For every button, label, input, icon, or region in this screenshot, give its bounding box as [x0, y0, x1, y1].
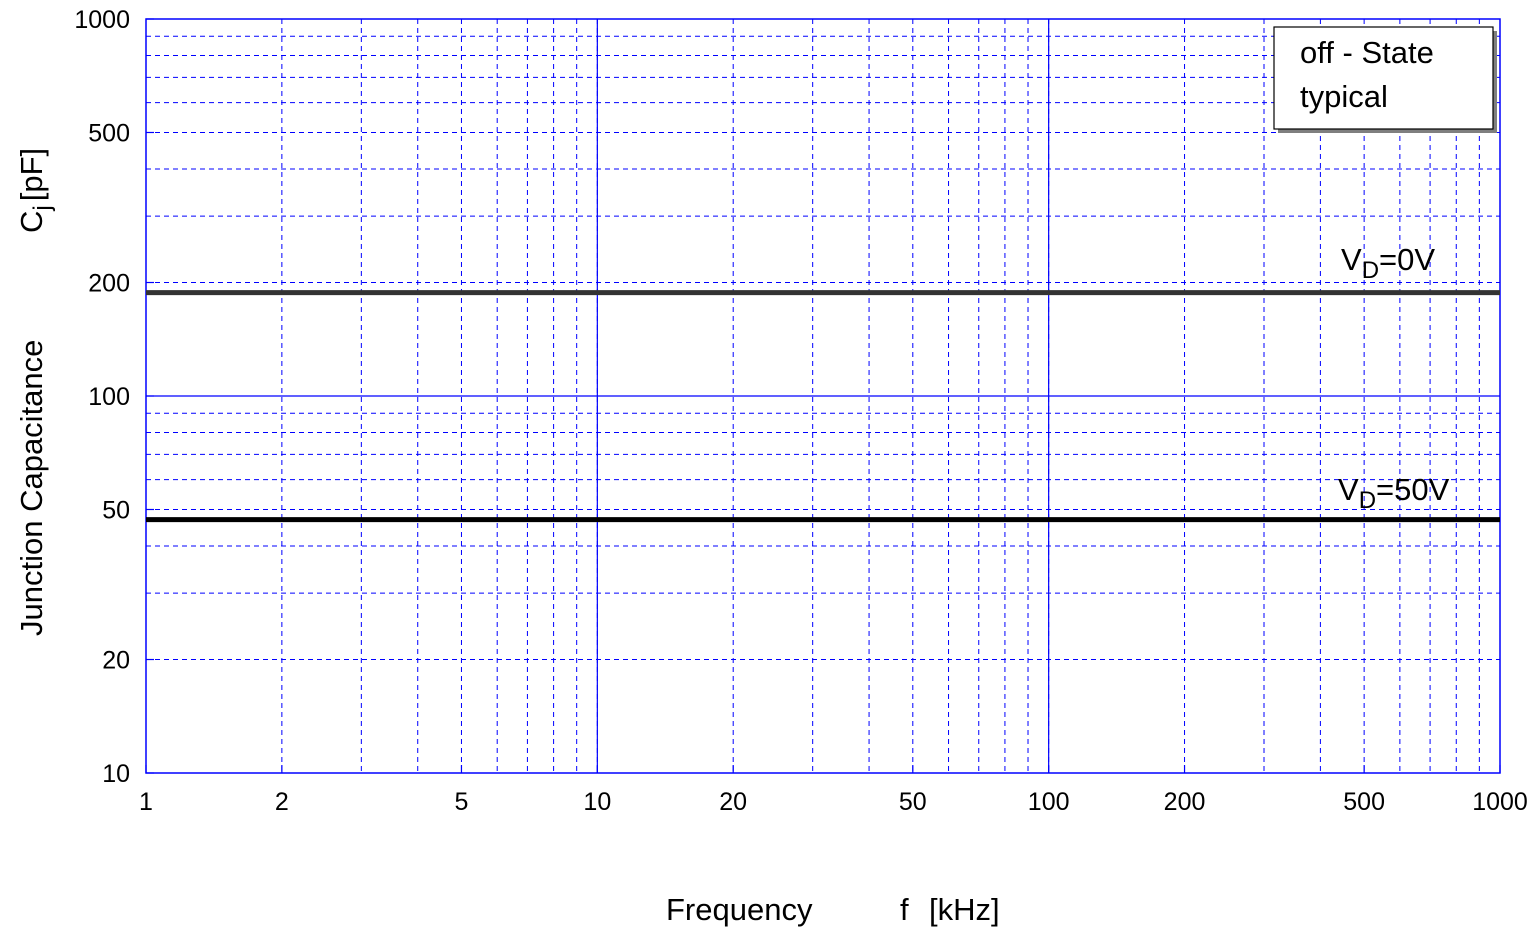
x-tick-label: 5: [455, 788, 469, 816]
y-tick-label: 500: [88, 119, 130, 147]
x-axis-label-var: f: [900, 892, 909, 927]
plot-frame: [145, 18, 1501, 774]
grid-lines: [145, 18, 1501, 774]
series-group: [146, 290, 1500, 523]
series-label-vd50-rest: =50V: [1376, 472, 1450, 507]
y-axis-label-sub: j: [29, 205, 56, 211]
x-tick-label: 50: [899, 788, 927, 816]
x-tick-label: 20: [719, 788, 747, 816]
series-label-vd0-sub: D: [1362, 257, 1379, 284]
y-axis-label-unit: [pF]: [14, 148, 49, 201]
x-tick-label: 100: [1028, 788, 1070, 816]
series-label-vd50-sub: D: [1359, 487, 1376, 514]
y-axis-label-main: Junction Capacitance: [14, 340, 49, 636]
x-axis-label-main: Frequency: [666, 892, 813, 927]
y-axis-label-sym: C: [14, 211, 49, 233]
x-tick-label: 500: [1343, 788, 1385, 816]
legend-line-2: typical: [1300, 79, 1388, 114]
x-axis-label-unit: [kHz]: [929, 892, 1000, 927]
x-tick-label: 200: [1164, 788, 1206, 816]
series-label-vd0: VD=0V: [1341, 242, 1435, 284]
series-label-vd0-main: V: [1341, 242, 1362, 277]
y-tick-label: 100: [88, 383, 130, 411]
y-tick-label: 50: [102, 496, 130, 524]
series-label-vd0-rest: =0V: [1379, 242, 1435, 277]
y-tick-label: 1000: [74, 6, 130, 34]
y-tick-label: 20: [102, 647, 130, 675]
x-tick-label: 1: [139, 788, 153, 816]
legend-line-1: off - State: [1300, 35, 1434, 70]
x-tick-label: 10: [583, 788, 611, 816]
y-tick-labels: 10 20 50 100 200 500 1000: [74, 6, 130, 788]
y-axis-label-symbol: Cj [pF]: [14, 148, 56, 233]
y-tick-label: 200: [88, 270, 130, 298]
x-tick-label: 2: [275, 788, 289, 816]
series-label-vd50: VD=50V: [1338, 472, 1450, 514]
y-tick-label: 10: [102, 760, 130, 788]
y-axis-label-group: Junction Capacitance Cj [pF]: [14, 148, 56, 636]
legend-box: [1273, 26, 1494, 130]
legend: off - State typical: [1273, 26, 1497, 133]
x-tick-labels: 1 2 5 10 20 50 100 200 500 1000: [139, 788, 1528, 816]
x-axis-label: Frequency f [kHz]: [666, 892, 1000, 927]
x-tick-label: 1000: [1472, 788, 1528, 816]
series-label-vd50-main: V: [1338, 472, 1359, 507]
